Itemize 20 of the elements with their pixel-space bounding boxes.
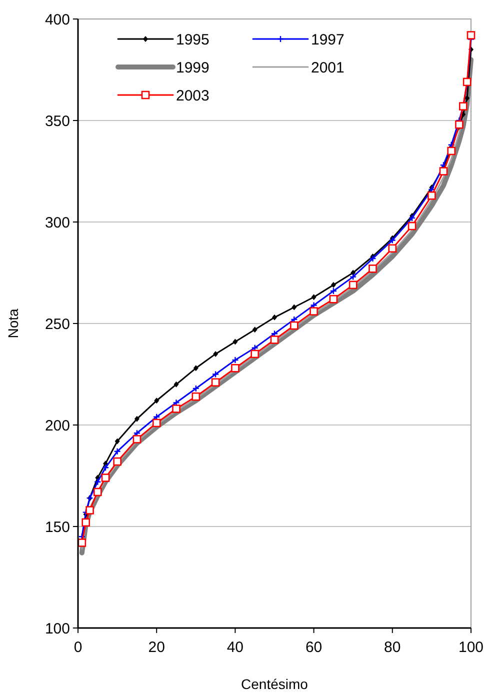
legend-label: 2001: [311, 59, 344, 76]
x-tick-label: 0: [74, 639, 82, 656]
y-tick-label: 250: [44, 316, 70, 333]
y-tick-label: 200: [44, 417, 70, 434]
x-tick-label: 100: [458, 639, 484, 656]
legend-label: 2003: [176, 87, 210, 104]
y-tick-label: 400: [44, 11, 70, 28]
legend-label: 1997: [311, 31, 344, 48]
x-tick-label: 60: [305, 639, 322, 656]
y-tick-label: 350: [44, 112, 70, 130]
y-tick-label: 300: [44, 214, 70, 232]
x-axis-title: Centésimo: [241, 676, 308, 692]
y-tick-label: 150: [44, 518, 70, 536]
legend-label: 1995: [176, 31, 210, 48]
y-tick-label: 100: [44, 620, 70, 638]
x-tick-label: 80: [384, 639, 401, 656]
legend-label: 1999: [176, 59, 210, 76]
x-tick-label: 20: [148, 639, 165, 656]
x-tick-label: 40: [226, 639, 244, 656]
y-axis-title: Nota: [5, 308, 21, 338]
